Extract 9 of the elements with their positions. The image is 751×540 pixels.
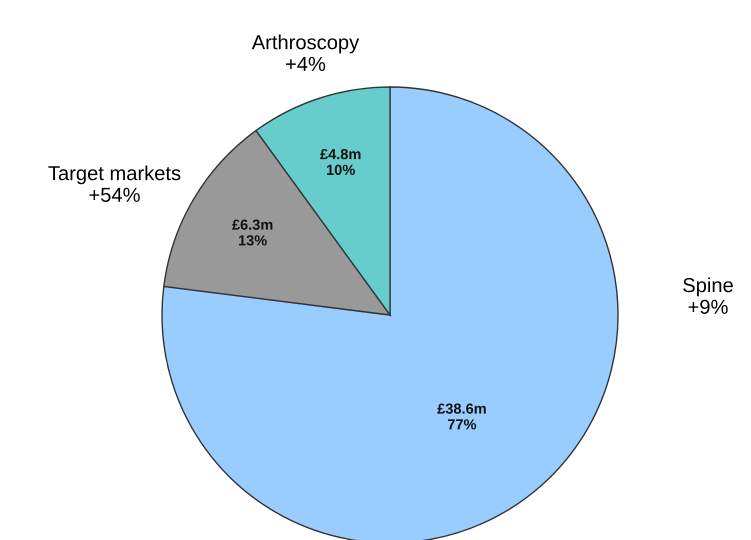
- slice-label: Arthroscopy: [252, 34, 360, 54]
- slice-label: Target markets: [48, 165, 180, 184]
- data-label: £6.3m 13%: [232, 219, 272, 246]
- text: +4%: [286, 56, 326, 71]
- slice-label: Spine: [683, 277, 733, 296]
- data-label: £4.8m 10%: [320, 148, 360, 175]
- text: +54%: [89, 188, 140, 202]
- text: +9%: [688, 300, 728, 314]
- data-label: £38.6m 77%: [437, 403, 486, 430]
